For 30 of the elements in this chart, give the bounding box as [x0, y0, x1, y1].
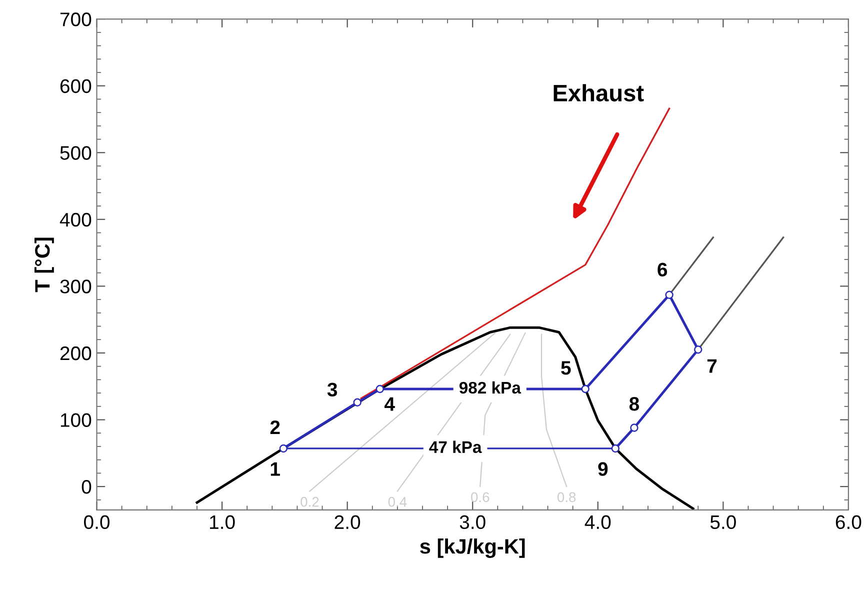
annotation: 3 [327, 382, 338, 397]
annotation: 9 [598, 462, 608, 476]
y-axis-title: T [°C] [34, 238, 54, 292]
series-label: 0.4 [388, 496, 407, 507]
x-axis-title: s [kJ/kg-K] [420, 538, 525, 558]
annotation: 1 [270, 462, 280, 476]
y-tick-label: 300 [60, 280, 92, 294]
annotation: 4 [384, 397, 395, 411]
y-tick-label: 200 [60, 346, 92, 360]
x-tick-label: 4.0 [584, 515, 611, 530]
annotation: 47 kPa [429, 440, 482, 454]
annotation: 2 [270, 420, 280, 434]
y-tick-label: 700 [60, 12, 92, 26]
annotation: 5 [561, 361, 571, 375]
annotation: 7 [707, 359, 717, 373]
annotation: 6 [658, 262, 668, 276]
y-tick-label: 500 [60, 146, 92, 160]
x-tick-label: 3.0 [460, 515, 486, 530]
x-tick-label: 1.0 [210, 515, 235, 530]
annotation: Exhaust [554, 84, 644, 102]
x-tick-label: 5.0 [710, 515, 736, 530]
annotation: 8 [629, 396, 640, 411]
annotation: 982 kPa [459, 381, 522, 394]
x-tick-label: 0.0 [84, 515, 110, 530]
y-tick-label: 400 [60, 212, 92, 227]
y-tick-label: 100 [60, 413, 92, 427]
y-tick-label: 0 [82, 480, 92, 494]
x-tick-label: 6.0 [836, 515, 862, 530]
x-tick-label: 2.0 [334, 515, 360, 530]
y-tick-label: 600 [60, 79, 92, 94]
